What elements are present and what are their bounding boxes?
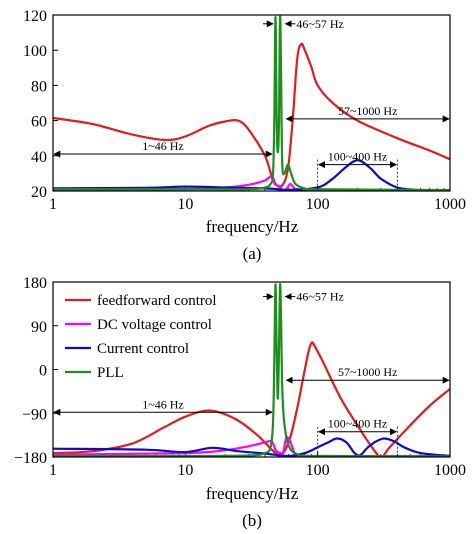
panel-b-y-tick-label: 180 [23,275,47,292]
panel-a-caption: (a) [243,244,262,263]
panel-a-x-axis-label: frequency/Hz [206,217,299,236]
legend-label: Current control [97,341,189,357]
panel-a-y-tick-label: 20 [31,184,47,201]
panel-a-range-label: 46~57 Hz [296,17,343,31]
panel-a-y-tick-label: 100 [23,43,47,60]
panel-b-y-tick-label: −180 [14,450,47,467]
panel-a-y-tick-label: 60 [31,114,47,131]
panel-a-y-tick-label: 80 [31,78,47,95]
panel-a-y-tick-label: 40 [31,149,47,166]
legend-label: PLL [97,365,124,381]
legend-label: DC voltage control [97,317,212,333]
panel-b-chart: 1 10 100 1000 −180 −90 0 90 180 1~46 Hz 46~57 Hz 5… [14,275,466,530]
panel-b-x-tick-label: 10 [177,462,193,479]
panel-a-x-tick-label: 100 [306,196,330,213]
panel-a-range-label: 1~46 Hz [142,139,183,153]
panel-b-pll-curve [53,283,450,457]
panel-a-y-tick-label: 120 [23,8,47,25]
panel-a-range-label: 57~1000 Hz [338,104,397,118]
panel-b-x-tick-label: 100 [306,462,330,479]
panel-b-y-tick-label: 90 [31,319,47,336]
panel-b-range-label: 1~46 Hz [142,397,183,411]
panel-b-legend: feedforward control DC voltage control Cur… [65,293,217,381]
panel-b-x-tick-label: 1000 [434,462,466,479]
panel-b-range-label: 46~57 Hz [296,290,343,304]
panel-b-current-control-curve [53,437,450,457]
panel-b-y-tick-label: −90 [22,406,47,423]
legend-label: feedforward control [97,293,217,309]
panel-a-range-label: 100~400 Hz [328,150,387,164]
panel-b-range-label: 100~400 Hz [328,417,387,431]
panel-a-pll-curve [53,15,450,191]
panel-a-x-tick-label: 1 [49,196,57,213]
panel-a-feedforward-control-curve [53,42,450,188]
panel-a-plot-frame [52,14,451,192]
panel-a-chart: 1 10 100 1000 20 40 60 80 100 120 1~46 Hz 46~57 Hz… [23,8,466,263]
panel-b-y-tick-label: 0 [39,363,47,380]
panel-b-caption: (b) [242,511,262,530]
panel-b-plot-frame [52,281,451,458]
panel-b-x-axis-label: frequency/Hz [206,484,299,503]
panel-b-range-label: 57~1000 Hz [338,365,397,379]
panel-a-x-tick-label: 10 [177,196,193,213]
panel-a-x-tick-label: 1000 [434,196,466,213]
panel-b-x-tick-label: 1 [49,462,57,479]
panel-a-current-control-curve [53,159,450,191]
